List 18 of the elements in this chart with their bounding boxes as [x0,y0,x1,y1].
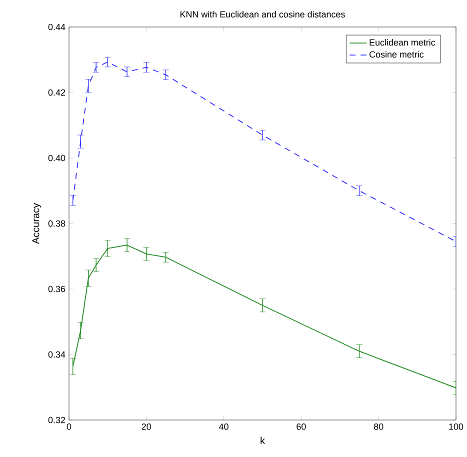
x-tick-label: 0 [66,424,72,430]
legend-label: Euclidean metric [370,39,436,46]
x-tick-label: 20 [142,424,152,430]
x-tick-label: 40 [219,424,228,430]
y-tick-label: 0.44 [48,24,66,30]
legend-label: Cosine metric [370,51,424,58]
y-tick-label: 0.36 [48,286,66,292]
y-tick-label: 0.42 [48,89,66,96]
x-tick-label: 60 [296,424,306,430]
y-tick-label: 0.38 [48,220,66,227]
x-tick-label: 100 [449,424,464,430]
y-tick-label: 0.34 [48,351,66,358]
chart-title: KNN with Euclidean and cosine distances [180,10,345,18]
y-tick-label: 0.32 [48,416,66,424]
x-tick-label: 80 [374,424,384,430]
y-tick-label: 0.40 [48,154,66,162]
y-axis-title: Accuracy [32,203,42,244]
x-axis-title: k [260,436,266,444]
